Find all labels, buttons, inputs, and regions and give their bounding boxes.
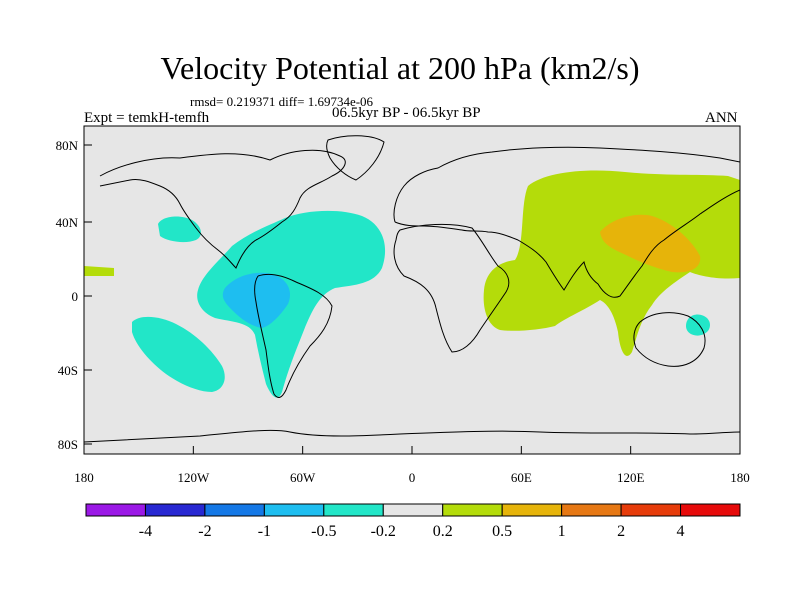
- anomaly-fills: [84, 135, 740, 443]
- colorbar-label: -0.5: [311, 523, 336, 540]
- lon-tick-label: 120W: [177, 470, 210, 485]
- colorbar-swatch: [323, 503, 384, 517]
- colorbar-swatch: [382, 503, 444, 517]
- colorbar-label: 0.5: [492, 523, 512, 540]
- colorbar-swatch: [263, 503, 325, 517]
- negative-anomaly-south-america-core: [222, 272, 291, 328]
- experiment-label: Expt = temkH-temfh: [84, 110, 210, 126]
- colorbar-label: 1: [558, 523, 566, 540]
- stats-line: rmsd= 0.219371 diff= 1.69734e-06: [190, 94, 374, 109]
- positive-anomaly-asia-indian-ocean: [483, 170, 740, 356]
- lat-tick-label: 80N: [56, 138, 79, 153]
- coastline-africa: [393, 223, 510, 353]
- colorbar-label: -2: [198, 523, 211, 540]
- lat-tick-label: 0: [72, 289, 79, 304]
- colorbar-label: -4: [139, 523, 152, 540]
- coastlines: [84, 135, 740, 443]
- period-label: 06.5kyr BP - 06.5kyr BP: [332, 105, 481, 121]
- colorbar-label: 2: [617, 523, 625, 540]
- lon-tick-label: 180: [730, 470, 750, 485]
- lat-tick-label: 40N: [56, 215, 79, 230]
- colorbar-swatch: [204, 503, 265, 517]
- coastline-eurasia: [393, 146, 740, 298]
- lon-tick-label: 60E: [511, 470, 532, 485]
- colorbar-swatch: [620, 503, 682, 517]
- negative-anomaly-north-pacific: [158, 216, 201, 243]
- season-label: ANN: [705, 110, 738, 126]
- lon-tick-label: 180: [74, 470, 94, 485]
- colorbar-swatch: [561, 503, 622, 517]
- colorbar-swatch: [144, 503, 206, 517]
- lon-tick-label: 0: [409, 470, 416, 485]
- colorbar-label: -1: [258, 523, 271, 540]
- colorbar-swatch: [85, 503, 146, 517]
- lat-tick-label: 80S: [58, 437, 78, 452]
- colorbar-label: 0.2: [433, 523, 453, 540]
- colorbar-swatch: [680, 503, 741, 517]
- positive-anomaly-west-pacific-edge: [84, 266, 114, 276]
- lon-tick-label: 120E: [617, 470, 645, 485]
- longitude-axis: 180 120W 60W 0 60E 120E 180: [74, 446, 750, 485]
- colorbar-swatch: [442, 503, 503, 517]
- coastline-greenland: [326, 135, 385, 181]
- positive-anomaly-east-asia-core: [600, 214, 701, 273]
- latitude-axis: 80N 40N 0 40S 80S: [56, 138, 92, 452]
- negative-anomaly-south-pacific: [132, 316, 225, 392]
- negative-anomaly-coral-sea: [686, 314, 710, 336]
- map-title: Velocity Potential at 200 hPa (km2/s): [160, 50, 640, 86]
- colorbar-swatch: [501, 503, 563, 517]
- lon-tick-label: 60W: [290, 470, 316, 485]
- lat-tick-label: 40S: [58, 363, 78, 378]
- coastline-antarctica: [84, 429, 740, 443]
- coastline-north-america: [99, 149, 346, 269]
- colorbar-label: 4: [677, 523, 685, 540]
- coastline-south-america: [254, 273, 333, 398]
- coastline-australia: [633, 312, 706, 367]
- colorbar: -4 -2 -1 -0.5 -0.2 0.2 0.5 1 2 4: [85, 503, 741, 540]
- colorbar-label: -0.2: [371, 523, 396, 540]
- negative-anomaly-atlantic-americas: [197, 210, 386, 398]
